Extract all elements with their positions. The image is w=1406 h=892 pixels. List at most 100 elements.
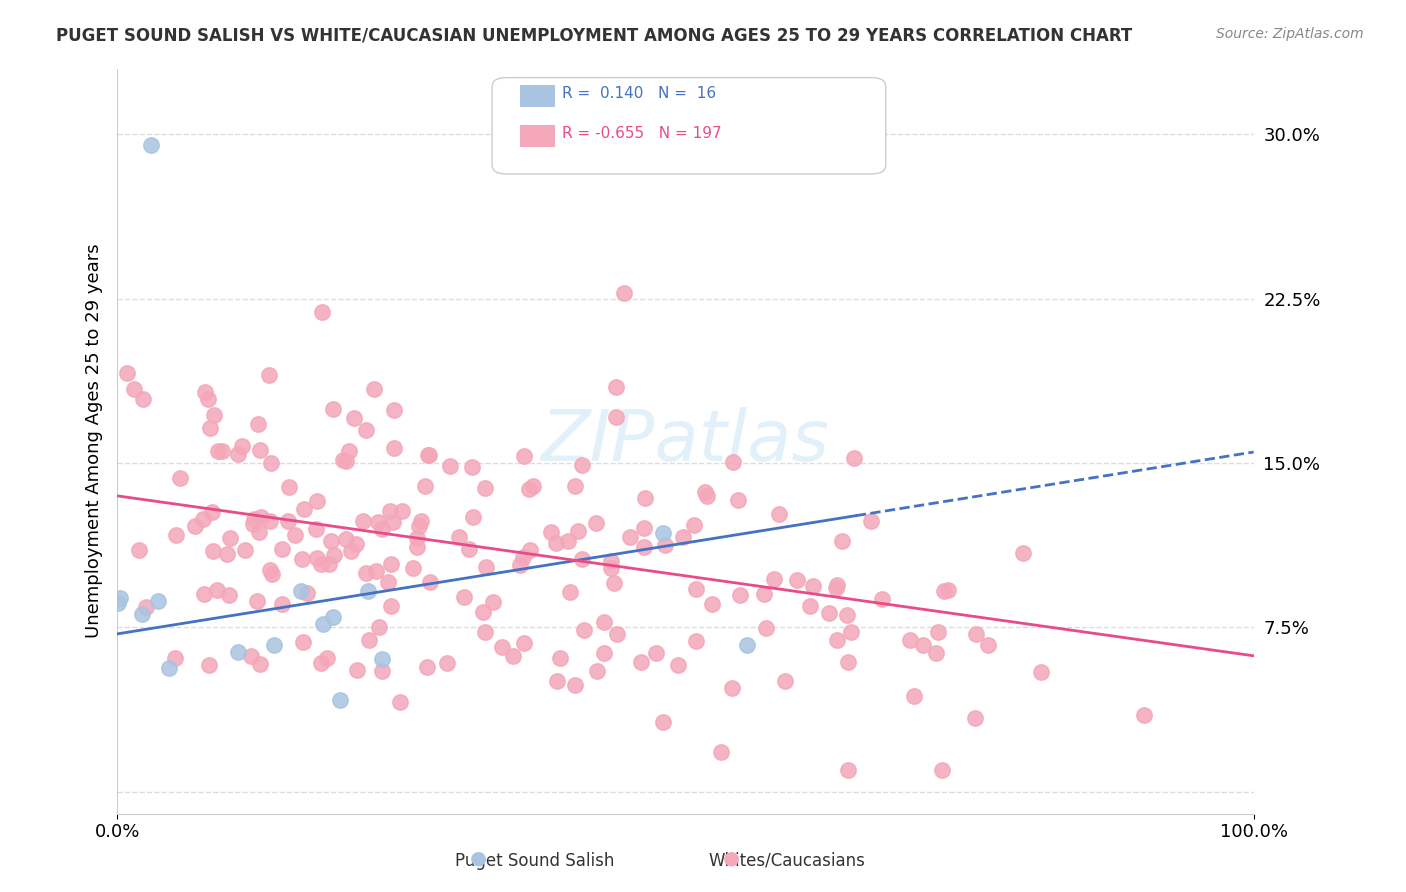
Point xyxy=(666,658,689,673)
Point xyxy=(651,526,673,541)
Point xyxy=(567,524,589,538)
Point xyxy=(475,559,498,574)
Point xyxy=(931,763,953,777)
Point xyxy=(839,625,862,640)
Point xyxy=(388,695,411,709)
Point xyxy=(1133,707,1156,722)
Point xyxy=(458,542,481,557)
Point xyxy=(391,503,413,517)
Point xyxy=(371,522,394,536)
Point xyxy=(207,443,229,458)
Point xyxy=(720,681,742,695)
Point xyxy=(311,305,333,319)
Point xyxy=(522,479,544,493)
Point xyxy=(228,447,250,461)
Point xyxy=(634,491,657,506)
Point xyxy=(818,606,841,620)
Point xyxy=(233,543,256,558)
Point xyxy=(605,380,627,394)
Point xyxy=(831,533,853,548)
Point xyxy=(406,531,429,545)
Point xyxy=(585,516,607,530)
Point xyxy=(277,514,299,528)
Point xyxy=(651,714,673,729)
Point xyxy=(329,693,352,707)
Point xyxy=(218,588,240,602)
Point xyxy=(323,548,346,562)
Point xyxy=(305,551,328,566)
Point xyxy=(322,610,344,624)
Y-axis label: Unemployment Among Ages 25 to 29 years: Unemployment Among Ages 25 to 29 years xyxy=(86,244,103,639)
Point xyxy=(685,633,707,648)
Point xyxy=(246,593,269,607)
Point xyxy=(912,639,935,653)
Point xyxy=(197,392,219,406)
Point xyxy=(408,519,430,533)
Point xyxy=(380,599,402,613)
Point xyxy=(366,564,388,578)
Point xyxy=(824,581,846,595)
Point xyxy=(382,516,405,530)
Point xyxy=(416,448,439,462)
Point xyxy=(243,512,266,526)
Point xyxy=(131,607,153,621)
Point xyxy=(284,527,307,541)
Point xyxy=(370,664,392,678)
Point xyxy=(263,639,285,653)
Point xyxy=(903,689,925,703)
Point xyxy=(572,623,595,637)
Point xyxy=(198,658,221,673)
Point xyxy=(513,635,536,649)
Text: Puget Sound Salish: Puget Sound Salish xyxy=(454,852,614,870)
Point xyxy=(382,441,405,455)
Point xyxy=(202,544,225,558)
Point xyxy=(193,587,215,601)
Point xyxy=(321,534,343,549)
Point xyxy=(205,582,228,597)
Point xyxy=(696,489,718,503)
Point xyxy=(509,558,531,572)
Point xyxy=(260,566,283,581)
Point xyxy=(312,617,335,632)
Point xyxy=(519,543,541,558)
Point xyxy=(606,627,628,641)
Point xyxy=(460,460,482,475)
Point xyxy=(546,673,568,688)
Point xyxy=(249,657,271,671)
Point xyxy=(755,621,778,635)
Point xyxy=(965,627,987,641)
Point xyxy=(768,507,790,521)
Point xyxy=(512,449,534,463)
Point xyxy=(335,453,357,467)
Point xyxy=(318,557,340,571)
Point xyxy=(654,538,676,552)
Point xyxy=(247,524,270,539)
Point xyxy=(271,542,294,557)
Point xyxy=(546,536,568,550)
Point xyxy=(316,651,339,665)
Point xyxy=(564,677,586,691)
Point xyxy=(352,514,374,528)
Text: Source: ZipAtlas.com: Source: ZipAtlas.com xyxy=(1216,27,1364,41)
Point xyxy=(335,533,357,547)
Point xyxy=(700,597,723,611)
Point xyxy=(291,551,314,566)
Point xyxy=(644,646,666,660)
Point xyxy=(211,444,233,458)
Point xyxy=(548,650,571,665)
Point xyxy=(249,509,271,524)
Point xyxy=(344,537,367,551)
Point xyxy=(191,511,214,525)
Point xyxy=(586,665,609,679)
Point xyxy=(439,459,461,474)
Point xyxy=(799,599,821,614)
Point xyxy=(517,482,540,496)
Point xyxy=(540,524,562,539)
Point xyxy=(311,657,333,671)
Point xyxy=(354,566,377,580)
Point xyxy=(754,587,776,601)
Point xyxy=(342,411,364,425)
Point xyxy=(898,632,921,647)
Point xyxy=(146,594,169,608)
Point xyxy=(613,286,636,301)
